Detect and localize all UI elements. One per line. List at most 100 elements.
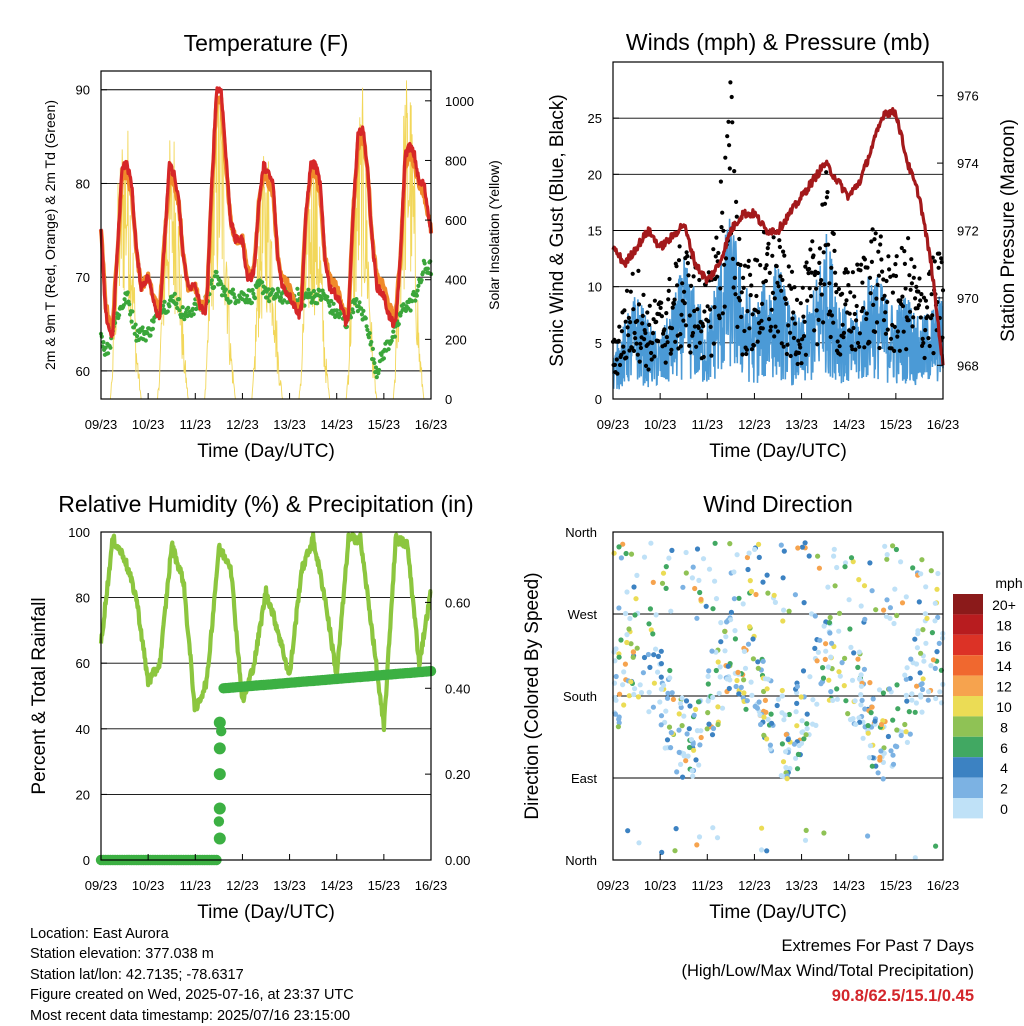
x-tick-label: 11/23: [691, 417, 723, 432]
direction-point: [726, 685, 732, 692]
y2-tick-label: 600: [445, 213, 467, 228]
gust-point: [755, 258, 760, 263]
gust-point: [801, 334, 807, 339]
gust-point: [645, 310, 650, 315]
direction-point: [780, 618, 786, 624]
y-tick-label: 80: [76, 176, 90, 191]
dewpoint-point: [329, 298, 334, 304]
direction-point: [712, 578, 718, 584]
direction-point: [756, 541, 762, 548]
dewpoint-point: [245, 293, 250, 298]
gust-point: [793, 321, 798, 326]
gust-point: [911, 315, 916, 320]
dewpoint-point: [266, 287, 271, 292]
x-tick-label: 09/23: [597, 878, 630, 893]
direction-point: [821, 830, 827, 836]
gust-point: [815, 342, 820, 347]
pressure-series: [611, 106, 945, 366]
direction-point: [680, 774, 686, 780]
gust-point: [859, 262, 864, 267]
gust-point: [858, 268, 863, 273]
direction-point: [668, 730, 674, 736]
gust-point: [701, 354, 706, 360]
location-text: Location: East Aurora: [30, 926, 169, 942]
direction-point: [632, 686, 638, 692]
direction-point: [783, 749, 789, 755]
direction-point: [778, 542, 784, 548]
dewpoint-point: [278, 295, 283, 300]
direction-point: [665, 690, 671, 697]
gust-point: [846, 283, 851, 288]
y2-tick-label: 968: [957, 358, 979, 373]
direction-point: [754, 705, 761, 711]
gust-point: [673, 339, 678, 344]
gust-point: [665, 340, 670, 345]
direction-point: [715, 659, 721, 665]
gust-point: [766, 241, 771, 246]
gust-point: [737, 236, 742, 242]
direction-point: [779, 741, 786, 747]
direction-point: [695, 699, 702, 705]
gust-point: [779, 341, 784, 346]
direction-point: [768, 711, 774, 717]
direction-point: [690, 773, 696, 779]
gust-point: [883, 331, 889, 336]
gust-point: [827, 309, 833, 314]
dewpoint-point: [377, 367, 382, 373]
gust-point: [671, 301, 677, 306]
gust-point: [742, 263, 748, 268]
gust-point: [822, 201, 828, 206]
gust-point: [621, 350, 626, 355]
direction-point: [750, 636, 756, 642]
direction-point: [750, 656, 757, 662]
colorbar-label: 20+: [992, 597, 1016, 613]
gust-point: [857, 331, 863, 336]
gust-point: [699, 329, 704, 334]
gust-point: [918, 298, 923, 303]
direction-point: [732, 636, 739, 642]
gust-point: [819, 278, 824, 283]
gust-point: [643, 363, 649, 368]
gust-point: [796, 338, 801, 343]
gust-point: [854, 303, 859, 309]
direction-point: [780, 759, 787, 765]
gust-point: [783, 297, 788, 302]
gust-point: [732, 169, 737, 174]
gust-point: [790, 316, 795, 321]
gust-point: [652, 354, 657, 359]
direction-point: [934, 586, 940, 592]
gust-point: [890, 290, 896, 295]
gust-point: [697, 340, 703, 345]
direction-point: [802, 837, 809, 843]
gust-point: [664, 311, 669, 316]
gust-point: [871, 302, 876, 307]
direction-point: [715, 721, 721, 728]
gust-point: [887, 267, 892, 272]
direction-point: [904, 665, 910, 671]
x-axis-label: Time (Day/UTC): [197, 902, 335, 923]
direction-point: [892, 586, 898, 592]
direction-point: [868, 710, 874, 716]
gust-point: [772, 296, 777, 301]
direction-point: [764, 572, 770, 578]
gust-point: [773, 324, 778, 329]
direction-point: [620, 682, 626, 688]
direction-point: [717, 664, 723, 670]
x-tick-label: 14/23: [320, 417, 353, 432]
direction-point: [735, 669, 741, 676]
direction-point: [717, 674, 723, 680]
y-tick-label: West: [568, 607, 598, 622]
gust-point: [772, 334, 777, 339]
direction-point: [731, 569, 737, 575]
direction-point: [664, 737, 671, 743]
direction-point: [749, 692, 755, 698]
dewpoint-point: [366, 335, 371, 340]
dewpoint-point: [161, 307, 166, 312]
gust-point: [812, 272, 817, 278]
direction-point: [733, 683, 739, 690]
direction-point: [855, 656, 861, 662]
gust-point: [821, 320, 826, 325]
direction-point: [625, 828, 631, 834]
direction-point: [694, 728, 701, 734]
gust-point: [872, 237, 877, 242]
